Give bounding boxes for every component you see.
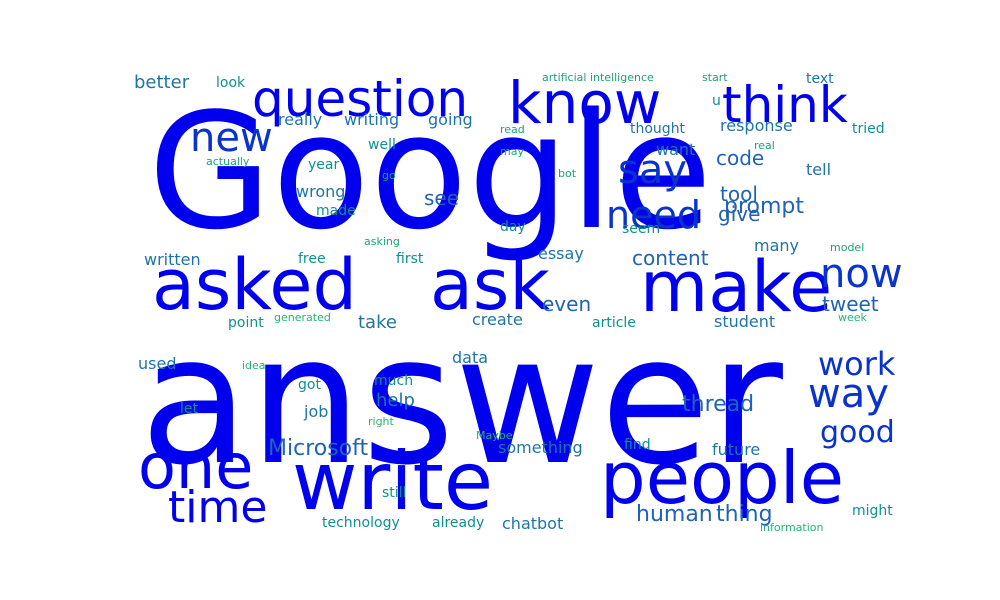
word-thing: thing — [716, 502, 773, 527]
word-might: might — [852, 503, 893, 519]
word-ask: ask — [430, 244, 550, 326]
word-tool: tool — [720, 182, 758, 206]
word-really: really — [278, 110, 323, 129]
word-tweet: tweet — [822, 292, 879, 316]
word-u: u — [712, 93, 721, 109]
word-model: model — [830, 241, 865, 254]
word-right: right — [368, 415, 394, 428]
word-already: already — [432, 515, 485, 531]
word-maybe: Maybe — [476, 429, 513, 442]
word-first: first — [396, 251, 424, 267]
word-information: information — [760, 521, 824, 534]
word-create: create — [472, 310, 523, 329]
word-even: even — [542, 292, 592, 316]
word-actually: actually — [206, 155, 250, 168]
word-real: real — [754, 139, 775, 152]
word-seem: seem — [622, 221, 661, 237]
word-future: future — [712, 440, 761, 459]
word-got: got — [298, 377, 321, 393]
word-used: used — [138, 354, 177, 373]
word-now: now — [820, 251, 903, 297]
word-something: something — [498, 438, 583, 457]
word-say: say — [618, 147, 688, 193]
word-human: human — [636, 502, 713, 527]
word-writing: writing — [344, 110, 400, 129]
word-chatbot: chatbot — [502, 514, 564, 533]
word-well: well — [368, 137, 396, 153]
word-microsoft: Microsoft — [268, 436, 369, 461]
word-let: let — [180, 401, 198, 417]
word-find: find — [624, 437, 651, 453]
word-read: read — [500, 123, 525, 136]
word-wrong: wrong — [296, 182, 346, 201]
word-response: response — [720, 116, 793, 135]
word-take: take — [358, 312, 397, 333]
word-give: give — [718, 202, 761, 226]
word-text: text — [806, 71, 834, 87]
word-week: week — [838, 311, 867, 324]
word-know: know — [508, 69, 662, 137]
word-way: way — [808, 371, 889, 417]
word-generated: generated — [274, 311, 331, 324]
word-google: Google — [148, 78, 713, 265]
word-may: may — [500, 145, 524, 158]
word-free: free — [298, 251, 326, 267]
word-artificial-intelligence: artificial intelligence — [542, 71, 654, 84]
word-made: made — [316, 203, 356, 219]
word-look: look — [216, 75, 246, 91]
word-bot: bot — [558, 167, 577, 180]
word-help: help — [376, 390, 415, 411]
word-written: written — [144, 250, 201, 269]
word-asked: asked — [152, 244, 357, 326]
word-write: write — [292, 435, 494, 528]
word-go: go — [382, 169, 396, 182]
word-tell: tell — [806, 160, 832, 179]
word-prompt: prompt — [724, 194, 805, 219]
word-think: think — [722, 76, 848, 134]
word-time: time — [168, 482, 268, 533]
word-start: start — [702, 71, 728, 84]
word-tried: tried — [852, 121, 885, 137]
word-thought: thought — [630, 121, 686, 137]
word-going: going — [428, 110, 473, 129]
word-thread: thread — [682, 392, 755, 417]
word-want: want — [656, 140, 696, 159]
word-idea: idea — [242, 359, 266, 372]
word-essay: essay — [538, 244, 584, 263]
word-one: one — [138, 430, 254, 503]
word-code: code — [716, 146, 765, 170]
word-much: much — [374, 373, 414, 389]
word-good: good — [820, 415, 895, 450]
word-data: data — [452, 348, 489, 367]
word-student: student — [714, 312, 776, 331]
word-new: new — [190, 115, 273, 161]
word-many: many — [754, 236, 799, 255]
word-question: question — [252, 70, 469, 128]
word-technology: technology — [322, 515, 400, 531]
word-article: article — [592, 315, 636, 331]
word-job: job — [304, 402, 329, 421]
word-better: better — [134, 72, 190, 93]
word-day: day — [500, 219, 526, 235]
word-answer: answer — [140, 297, 783, 504]
word-need: need — [606, 193, 701, 237]
word-make: make — [640, 246, 833, 328]
word-year: year — [308, 157, 340, 173]
word-work: work — [818, 345, 896, 383]
word-still: still — [382, 485, 407, 501]
word-people: people — [600, 436, 845, 520]
word-see: see — [424, 186, 460, 210]
word-point: point — [228, 315, 264, 331]
word-content: content — [632, 246, 709, 270]
word-asking: asking — [364, 235, 400, 248]
